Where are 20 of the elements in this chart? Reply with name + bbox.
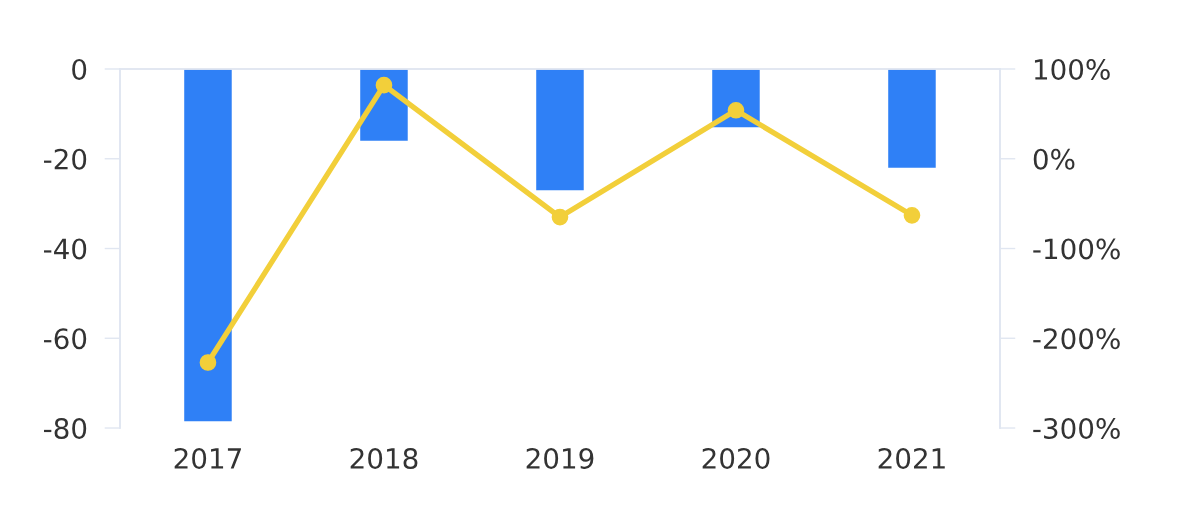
- y-tick-label: 0: [72, 58, 87, 80]
- y2-tick-label: -100%: [1033, 238, 1120, 260]
- x-tick-label: 2020: [702, 447, 770, 469]
- y-tick-label: -60: [44, 328, 87, 350]
- point: [199, 354, 217, 371]
- y2-tick-label: -200%: [1033, 328, 1120, 350]
- point: [375, 76, 393, 94]
- y-tick-label: -40: [44, 238, 87, 260]
- y-tick-label: -20: [44, 148, 87, 170]
- y2-tick-label: 100%: [1034, 58, 1110, 80]
- x-tick-label: 2018: [350, 447, 418, 469]
- x-tick-label: 2021: [878, 447, 945, 469]
- y2-tick-label: -300%: [1033, 417, 1120, 439]
- point: [727, 101, 745, 119]
- point: [903, 206, 921, 224]
- x-tick-label: 2019: [526, 447, 594, 469]
- point: [551, 208, 569, 226]
- y2-tick-label: 0%: [1033, 148, 1075, 170]
- y-tick-label: -80: [44, 417, 87, 439]
- x-tick-label: 2017: [174, 447, 241, 469]
